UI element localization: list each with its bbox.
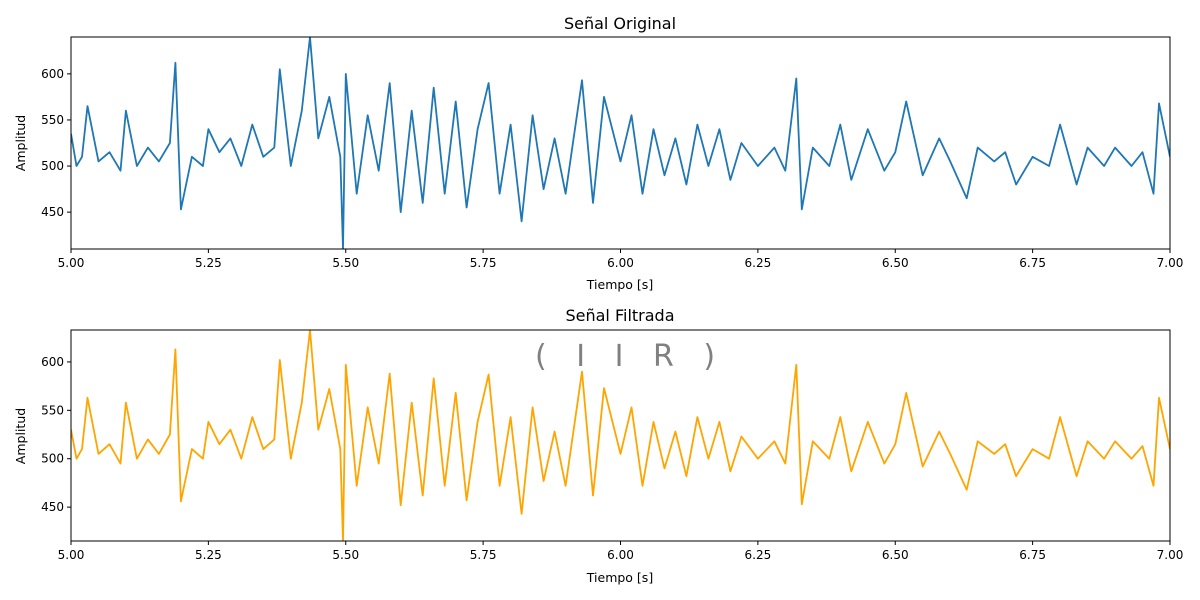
x-tick-label: 7.00 (1157, 256, 1184, 270)
y-tick-label: 450 (41, 500, 64, 514)
plot-area (71, 37, 1170, 249)
y-tick-label: 550 (41, 113, 64, 127)
x-tick-label: 6.25 (745, 548, 772, 562)
panel-original: Señal Original 5.00 5.25 5.50 5.75 6.00 6.25 6… (13, 14, 1183, 292)
panel-title: Señal Filtrada (565, 306, 674, 325)
y-tick-label: 600 (41, 67, 64, 81)
x-tick-label: 6.50 (882, 548, 909, 562)
y-axis-ticks: 450 500 550 600 (41, 355, 71, 514)
x-axis-label: Tiempo [s] (586, 277, 653, 292)
axes-frame (70, 36, 1171, 250)
x-tick-label: 5.25 (195, 256, 222, 270)
x-tick-label: 5.75 (470, 256, 497, 270)
y-tick-label: 500 (41, 452, 64, 466)
y-tick-label: 600 (41, 355, 64, 369)
filter-type-annotation: ( I I R ) (535, 339, 725, 374)
panel-filtered: Señal Filtrada 5.00 5.25 5.50 5.75 6.00 6.25 6… (13, 306, 1183, 585)
plot-area (71, 330, 1170, 541)
y-tick-label: 500 (41, 159, 64, 173)
y-axis-label: Amplitud (13, 408, 28, 464)
x-axis-ticks: 5.00 5.25 5.50 5.75 6.00 6.25 6.50 6.75 7.00 (58, 249, 1184, 270)
y-axis-label: Amplitud (13, 115, 28, 171)
x-tick-label: 6.00 (607, 256, 634, 270)
x-axis-ticks: 5.00 5.25 5.50 5.75 6.00 6.25 6.50 6.75 7.00 (58, 541, 1184, 562)
panel-title: Señal Original (564, 14, 676, 33)
y-tick-label: 550 (41, 403, 64, 417)
x-tick-label: 5.50 (332, 548, 359, 562)
x-tick-label: 5.25 (195, 548, 222, 562)
x-tick-label: 7.00 (1157, 548, 1184, 562)
x-tick-label: 6.25 (745, 256, 772, 270)
x-axis-label: Tiempo [s] (586, 570, 653, 585)
y-axis-ticks: 450 500 550 600 (41, 67, 71, 219)
y-tick-label: 450 (41, 205, 64, 219)
series-line (71, 37, 1170, 249)
x-tick-label: 6.75 (1019, 548, 1046, 562)
x-tick-label: 6.50 (882, 256, 909, 270)
x-tick-label: 5.50 (332, 256, 359, 270)
series-line (71, 330, 1170, 541)
x-tick-label: 6.00 (607, 548, 634, 562)
x-tick-label: 6.75 (1019, 256, 1046, 270)
x-tick-label: 5.75 (470, 548, 497, 562)
x-tick-label: 5.00 (58, 548, 85, 562)
x-tick-label: 5.00 (58, 256, 85, 270)
